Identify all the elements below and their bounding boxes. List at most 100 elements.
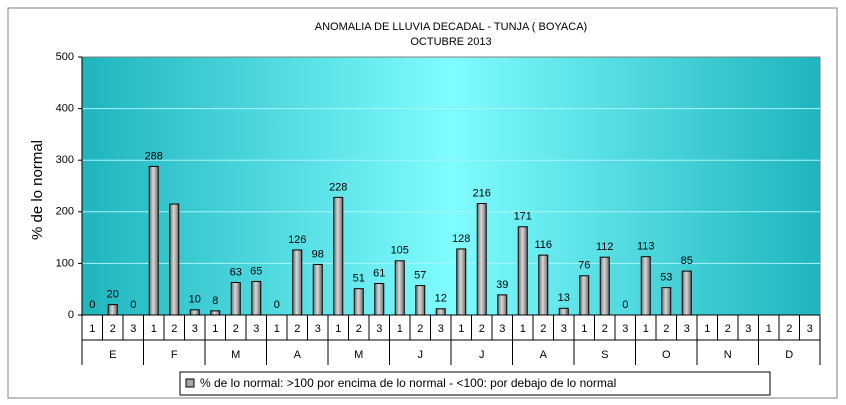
- y-tick-label: 200: [56, 206, 74, 218]
- group-label: M: [231, 349, 240, 361]
- x-tick-label: 1: [274, 323, 280, 335]
- x-tick-label: 2: [725, 323, 731, 335]
- bar: [353, 288, 364, 316]
- y-tick-label: 100: [56, 257, 74, 269]
- data-label: 0: [89, 299, 95, 311]
- bar: [640, 256, 651, 316]
- bar: [415, 285, 426, 316]
- legend-swatch: [185, 378, 195, 388]
- x-tick-label: 3: [745, 323, 751, 335]
- data-label: 53: [660, 272, 672, 284]
- x-tick-label: 2: [110, 323, 116, 335]
- group-label: M: [354, 349, 363, 361]
- group-label: A: [294, 349, 302, 361]
- bar: [681, 270, 692, 316]
- group-label: N: [724, 349, 732, 361]
- bar: [435, 308, 446, 316]
- bar: [210, 310, 221, 316]
- x-tick-label: 1: [212, 323, 218, 335]
- x-tick-label: 2: [171, 323, 177, 335]
- x-tick-label: 2: [417, 323, 423, 335]
- data-label: 228: [329, 181, 347, 193]
- x-tick-label: 1: [458, 323, 464, 335]
- data-label: 65: [250, 265, 262, 277]
- x-tick-label: 3: [192, 323, 198, 335]
- x-tick-label: 1: [704, 323, 710, 335]
- x-tick-label: 1: [151, 323, 157, 335]
- data-label: 116: [534, 239, 552, 251]
- x-tick-label: 3: [315, 323, 321, 335]
- bar: [579, 275, 590, 316]
- legend-label: % de lo normal: >100 por encima de lo no…: [200, 376, 616, 390]
- data-label: 0: [622, 299, 628, 311]
- x-tick-label: 3: [253, 323, 259, 335]
- x-tick-label: 3: [376, 323, 382, 335]
- bar: [312, 263, 323, 316]
- data-label: 128: [452, 233, 470, 245]
- bar: [333, 196, 344, 316]
- x-tick-label: 2: [233, 323, 239, 335]
- bar: [497, 294, 508, 316]
- data-label: 105: [391, 245, 409, 257]
- bar: [538, 254, 549, 316]
- group-label: D: [785, 349, 793, 361]
- data-label: 85: [681, 255, 693, 267]
- data-label: 20: [107, 289, 119, 301]
- x-tick-label: 1: [520, 323, 526, 335]
- chart-subtitle: OCTUBRE 2013: [410, 36, 491, 48]
- x-tick-label: 1: [581, 323, 587, 335]
- group-label: J: [479, 349, 485, 361]
- x-tick-label: 2: [786, 323, 792, 335]
- data-label: 0: [274, 299, 280, 311]
- data-label: 13: [558, 292, 570, 304]
- bar: [251, 280, 262, 316]
- x-tick-label: 2: [479, 323, 485, 335]
- bar: [374, 283, 385, 316]
- data-label: 57: [414, 269, 426, 281]
- x-tick-label: 1: [643, 323, 649, 335]
- x-tick-label: 2: [602, 323, 608, 335]
- data-label: 112: [596, 241, 614, 253]
- data-label: 61: [373, 267, 385, 279]
- x-tick-label: 1: [89, 323, 95, 335]
- bar: [230, 281, 241, 316]
- x-tick-label: 1: [397, 323, 403, 335]
- group-label: S: [601, 349, 608, 361]
- x-tick-label: 1: [335, 323, 341, 335]
- x-tick-label: 3: [438, 323, 444, 335]
- bar: [169, 203, 180, 316]
- bar: [661, 287, 672, 316]
- x-tick-label: 2: [294, 323, 300, 335]
- data-label: 98: [312, 248, 324, 260]
- bar: [394, 260, 405, 316]
- x-tick-label: 3: [807, 323, 813, 335]
- data-label: 39: [496, 279, 508, 291]
- data-label: 288: [145, 150, 163, 162]
- chart-title: ANOMALIA DE LLUVIA DECADAL - TUNJA ( BOY…: [315, 21, 587, 33]
- group-label: F: [171, 349, 178, 361]
- group-label: J: [418, 349, 424, 361]
- y-tick-label: 0: [68, 309, 74, 321]
- data-label: 10: [189, 294, 201, 306]
- data-label: 171: [514, 211, 532, 223]
- data-label: 76: [578, 260, 590, 272]
- legend-box: [179, 371, 771, 396]
- bar: [148, 165, 159, 316]
- data-label: 12: [435, 293, 447, 305]
- x-tick-label: 2: [356, 323, 362, 335]
- plot-area: [81, 56, 821, 316]
- data-label: 8: [212, 295, 218, 307]
- bar: [107, 304, 118, 316]
- x-tick-label: 3: [561, 323, 567, 335]
- bar: [456, 248, 467, 316]
- y-tick-label: 300: [56, 154, 74, 166]
- bar: [517, 226, 528, 316]
- group-label: O: [662, 349, 671, 361]
- bar: [558, 307, 569, 316]
- y-tick-label: 400: [56, 103, 74, 115]
- y-tick-label: 500: [56, 51, 74, 63]
- y-axis-label: % de lo normal: [29, 140, 46, 240]
- bar: [292, 249, 303, 316]
- data-label: 216: [473, 187, 491, 199]
